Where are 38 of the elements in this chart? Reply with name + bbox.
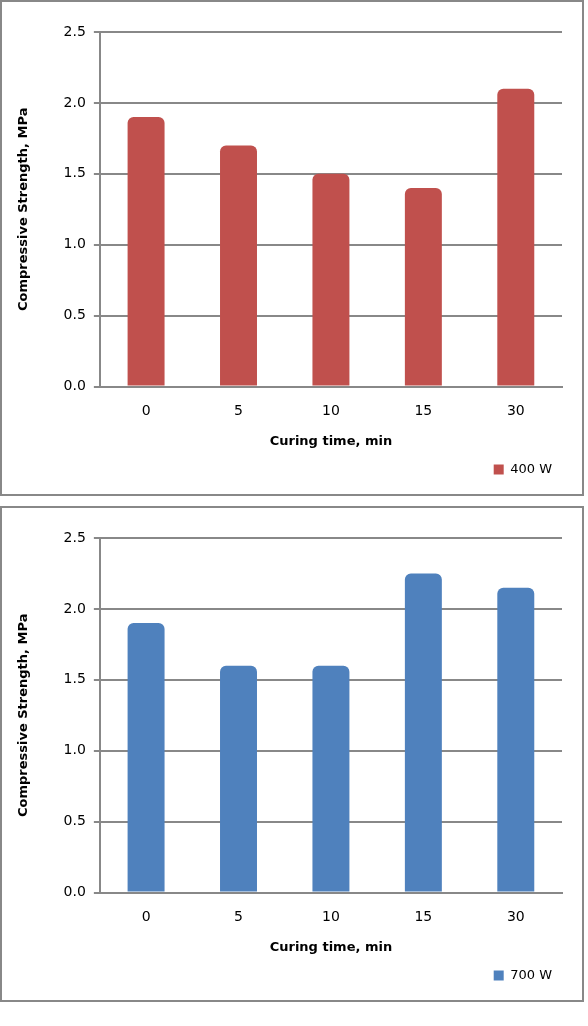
x-tick-label: 10 <box>322 907 340 924</box>
x-tick-label: 30 <box>506 401 525 418</box>
bar <box>497 587 535 892</box>
y-tick-label: 2.5 <box>63 528 86 545</box>
y-tick-label: 1.5 <box>63 164 86 181</box>
x-tick-label: 15 <box>414 401 433 418</box>
bar <box>127 117 165 386</box>
y-tick-label: 1.0 <box>63 235 86 252</box>
x-tick-label: 10 <box>322 401 340 418</box>
y-tick-label: 1.5 <box>63 670 86 687</box>
bar <box>404 573 442 892</box>
x-tick-label: 30 <box>506 907 525 924</box>
bar <box>312 665 350 892</box>
y-tick-label: 2.0 <box>63 93 86 110</box>
y-axis-title: Compressive Strength, MPa <box>15 613 31 818</box>
legend-label: 700 W <box>510 966 553 982</box>
bar <box>127 623 165 892</box>
y-axis-title: Compressive Strength, MPa <box>15 107 31 312</box>
bar <box>312 173 350 386</box>
x-tick-label: 5 <box>234 907 243 924</box>
x-tick-label: 15 <box>414 907 433 924</box>
y-tick-label: 0.0 <box>63 883 86 900</box>
x-tick-label: 5 <box>234 401 243 418</box>
y-tick-label: 0.5 <box>63 306 86 323</box>
y-tick-label: 0.5 <box>63 812 86 829</box>
x-axis-title: Curing time, min <box>269 432 393 448</box>
bar <box>497 88 535 386</box>
bar <box>220 145 257 386</box>
x-tick-label: 0 <box>141 401 151 418</box>
y-tick-label: 2.0 <box>63 599 86 616</box>
y-tick-label: 0.0 <box>63 377 86 394</box>
bar <box>404 188 442 386</box>
bar <box>220 665 257 892</box>
legend-label: 400 W <box>510 460 553 476</box>
y-tick-label: 1.0 <box>63 741 86 758</box>
y-tick-label: 2.5 <box>63 22 86 39</box>
x-axis-title: Curing time, min <box>269 938 393 954</box>
x-tick-label: 0 <box>141 907 151 924</box>
